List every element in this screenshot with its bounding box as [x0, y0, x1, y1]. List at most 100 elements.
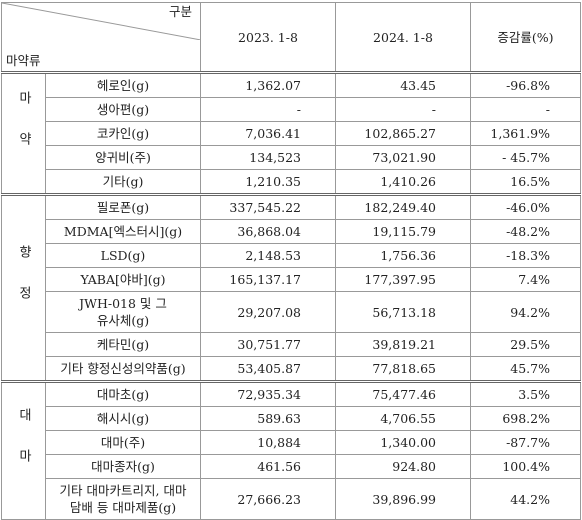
value-2024: 1,340.00 — [335, 430, 471, 455]
change-rate: 7.4% — [470, 267, 581, 292]
value-2023: 1,362.07 — [200, 71, 336, 98]
value-2024: 56,713.18 — [335, 291, 471, 333]
value-2024: 1,756.36 — [335, 243, 471, 268]
group-cell: 향정 — [1, 193, 46, 382]
drug-name: YABA[야바](g) — [45, 267, 201, 292]
change-rate: -87.7% — [470, 430, 581, 455]
change-rate: - — [470, 97, 581, 122]
column-header: 증감률(%) — [470, 2, 581, 73]
value-2023: 589.63 — [200, 406, 336, 431]
table-row: 기타(g) 1,210.35 1,410.26 16.5% — [2, 169, 581, 195]
value-2023: 30,751.77 — [200, 332, 336, 357]
value-2023: 72,935.34 — [200, 380, 336, 407]
value-2024: 1,410.26 — [335, 169, 471, 195]
drug-name: 기타(g) — [45, 169, 201, 195]
value-2023: 165,137.17 — [200, 267, 336, 292]
change-rate: -18.3% — [470, 243, 581, 268]
value-2024: 102,865.27 — [335, 121, 471, 146]
value-2024: 39,819.21 — [335, 332, 471, 357]
drug-name: 대마종자(g) — [45, 454, 201, 479]
value-2023: 2,148.53 — [200, 243, 336, 268]
value-2024: - — [335, 97, 471, 122]
value-2024: 39,896.99 — [335, 478, 471, 520]
value-2023: 337,545.22 — [200, 193, 336, 220]
corner-bottom: 마약류 — [6, 53, 41, 68]
drug-name: 해시시(g) — [45, 406, 201, 431]
group-cell: 대마 — [1, 380, 46, 520]
column-header: 2023. 1-8 — [200, 2, 336, 73]
value-2024: 73,021.90 — [335, 145, 471, 170]
drug-name: 대마초(g) — [45, 380, 201, 407]
change-rate: -48.2% — [470, 219, 581, 244]
value-2024: 77,818.65 — [335, 356, 471, 382]
change-rate: -46.0% — [470, 193, 581, 220]
table-row: LSD(g) 2,148.53 1,756.36 -18.3% — [2, 243, 581, 268]
change-rate: 45.7% — [470, 356, 581, 382]
value-2024: 75,477.46 — [335, 380, 471, 407]
value-2023: 10,884 — [200, 430, 336, 455]
drug-name: 기타 향정신성의약품(g) — [45, 356, 201, 382]
value-2023: - — [200, 97, 336, 122]
drug-name: 필로폰(g) — [45, 193, 201, 220]
table-row: 마약 헤로인(g) 1,362.07 43.45 -96.8% — [1, 71, 581, 195]
change-rate: 29.5% — [470, 332, 581, 357]
table-row: YABA[야바](g) 165,137.17 177,397.95 7.4% — [2, 267, 581, 292]
value-2023: 7,036.41 — [200, 121, 336, 146]
drug-name: 대마(주) — [45, 430, 201, 455]
value-2024: 43.45 — [335, 71, 471, 98]
group-label: 마약 — [16, 90, 31, 173]
table-row: 기타 향정신성의약품(g) 53,405.87 77,818.65 45.7% — [2, 356, 581, 382]
group-label: 대마 — [16, 408, 31, 490]
diagonal — [2, 3, 201, 40]
column-header: 2024. 1-8 — [335, 2, 471, 73]
change-rate: 100.4% — [470, 454, 581, 479]
change-rate: 3.5% — [470, 380, 581, 407]
change-rate: 94.2% — [470, 291, 581, 333]
group-cell: 마약 — [1, 71, 46, 195]
table-row: 해시시(g) 589.63 4,706.55 698.2% — [2, 406, 581, 431]
corner-top: 구분 — [168, 4, 192, 19]
table-row: 대마종자(g) 461.56 924.80 100.4% — [2, 454, 581, 479]
table-row: 생아편(g) - - - — [2, 97, 581, 122]
table-row: 기타 대마카트리지, 대마 담배 등 대마제품(g) 27,666.23 39,89… — [2, 478, 581, 520]
value-2023: 27,666.23 — [200, 478, 336, 520]
change-rate: 1,361.9% — [470, 121, 581, 146]
table-row: 코카인(g) 7,036.41 102,865.27 1,361.9% — [2, 121, 581, 146]
change-rate: - 45.7% — [470, 145, 581, 170]
change-rate: 16.5% — [470, 169, 581, 195]
value-2024: 19,115.79 — [335, 219, 471, 244]
value-2024: 182,249.40 — [335, 193, 471, 220]
corner-cell: 구분 마약류 — [1, 2, 201, 73]
table-row: JWH-018 및 그 유사체(g) 29,207.08 56,713.18 94.2… — [2, 291, 581, 333]
change-rate: 44.2% — [470, 478, 581, 520]
value-2024: 924.80 — [335, 454, 471, 479]
drug-name: MDMA[엑스터시](g) — [45, 219, 201, 244]
value-2024: 4,706.55 — [335, 406, 471, 431]
value-2023: 1,210.35 — [200, 169, 336, 195]
value-2023: 36,868.04 — [200, 219, 336, 244]
drug-name: JWH-018 및 그 유사체(g) — [45, 291, 201, 333]
value-2023: 29,207.08 — [200, 291, 336, 333]
drug-name: 케타민(g) — [45, 332, 201, 357]
drug-name: 코카인(g) — [45, 121, 201, 146]
drug-name: 헤로인(g) — [45, 71, 201, 98]
table-row: 케타민(g) 30,751.77 39,819.21 29.5% — [2, 332, 581, 357]
table-row: 양귀비(주) 134,523 73,021.90- 45.7% — [2, 145, 581, 170]
value-2023: 461.56 — [200, 454, 336, 479]
header-row: 구분 마약류 2023. 1-8 2024. 1-8 증감률(%) — [1, 2, 581, 73]
table-row: MDMA[엑스터시](g) 36,868.04 19,115.79 -48.2% — [2, 219, 581, 244]
drug-name: 기타 대마카트리지, 대마 담배 등 대마제품(g) — [45, 478, 201, 520]
drug-name: LSD(g) — [45, 243, 201, 268]
drug-name: 생아편(g) — [45, 97, 201, 122]
drug-name: 양귀비(주) — [45, 145, 201, 170]
table-row: 향정 필로폰(g) 337,545.22 182,249.40 -46.0% — [1, 193, 581, 382]
change-rate: -96.8% — [470, 71, 581, 98]
table-row: 대마 대마초(g) 72,935.34 75,477.46 3.5% — [1, 380, 581, 520]
value-2023: 53,405.87 — [200, 356, 336, 382]
change-rate: 698.2% — [470, 406, 581, 431]
table-row: 대마(주) 10,884 1,340.00 -87.7% — [2, 430, 581, 455]
value-2024: 177,397.95 — [335, 267, 471, 292]
